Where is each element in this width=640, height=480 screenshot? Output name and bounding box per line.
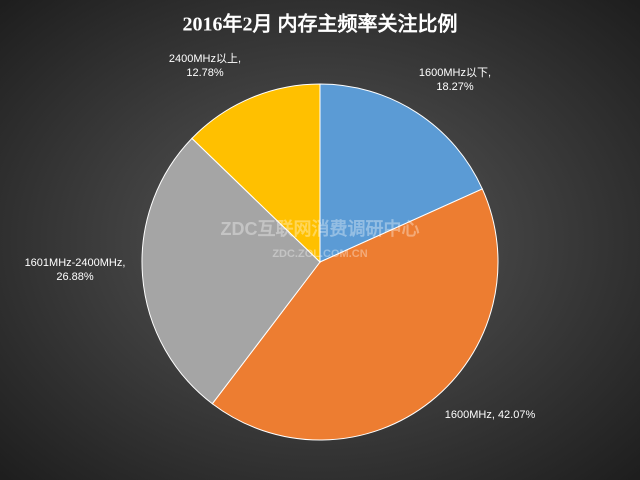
data-label: 1601MHz-2400MHz, (25, 257, 126, 269)
pie (141, 83, 499, 441)
watermark: ZDC互联网消费调研中心 (221, 218, 420, 239)
pie-slice (191, 83, 321, 264)
data-label: 12.78% (186, 67, 224, 79)
pie-slice (141, 137, 321, 405)
pie-slice (211, 188, 499, 441)
data-label: 2400MHz以上, (169, 52, 241, 65)
chart-title: 2016年2月 内存主频率关注比例 (183, 12, 458, 36)
data-label: 1600MHz, 42.07% (445, 409, 536, 421)
watermark-url: ZDC.ZOL.COM.CN (272, 248, 367, 260)
data-label: 1600MHz以下, (419, 67, 491, 79)
pie-slice (319, 83, 483, 263)
data-label: 26.88% (56, 271, 94, 283)
data-label: 18.27% (436, 81, 474, 93)
